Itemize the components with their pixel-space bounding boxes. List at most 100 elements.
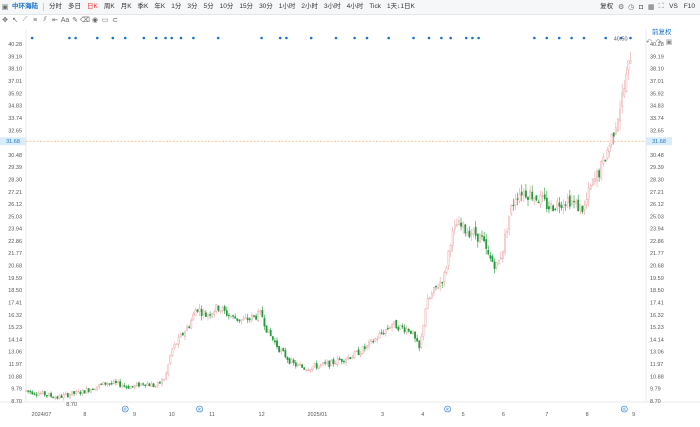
event-dot[interactable] — [629, 36, 632, 40]
period-tab[interactable]: 4小时 — [346, 3, 364, 10]
event-dot[interactable] — [285, 36, 288, 40]
candle-body — [497, 260, 500, 265]
redo-icon[interactable]: ↷ — [655, 39, 662, 46]
horizontal-line-icon[interactable]: ≡ — [32, 16, 38, 24]
adjust-button[interactable]: 复权 — [600, 3, 614, 10]
gear-icon[interactable]: ⚙ — [617, 4, 625, 11]
f10-button[interactable]: F10 — [683, 3, 695, 10]
event-dot[interactable] — [309, 36, 313, 40]
candle-body — [288, 358, 291, 364]
period-tab[interactable]: 1小时 — [278, 3, 296, 10]
event-dot[interactable] — [154, 36, 158, 40]
event-dot[interactable] — [387, 36, 391, 40]
candle-body — [407, 329, 410, 332]
event-dot[interactable] — [477, 36, 480, 40]
lock-icon[interactable]: ▭ — [101, 17, 109, 24]
period-tab[interactable]: 多日 — [68, 3, 81, 10]
cursor-icon[interactable]: ↖ — [12, 17, 18, 24]
vs-button[interactable]: VS — [669, 3, 678, 10]
event-dot[interactable] — [179, 36, 183, 40]
event-dot[interactable] — [619, 36, 623, 40]
event-dot[interactable] — [353, 36, 356, 40]
brush-icon[interactable]: ✎ — [72, 17, 78, 24]
event-dot[interactable] — [440, 36, 443, 40]
event-dot[interactable] — [142, 36, 146, 40]
event-dot[interactable] — [557, 36, 561, 40]
text-icon[interactable]: Aa — [60, 16, 70, 24]
y-tick-label-right: 9.79 — [650, 387, 661, 393]
candle-body — [320, 364, 322, 366]
period-tab[interactable]: 2小时 — [301, 3, 319, 10]
event-dot[interactable] — [216, 36, 220, 40]
event-marker[interactable] — [121, 405, 129, 413]
period-tab[interactable]: 1天↓1日K — [386, 3, 415, 10]
sidebar-toggle-icon[interactable]: ▣ — [1, 4, 9, 11]
candle-body — [219, 310, 222, 312]
candle-body — [470, 233, 473, 236]
magnet-icon[interactable]: ⊂ — [112, 17, 118, 24]
period-tab[interactable]: 日K — [87, 3, 98, 10]
stock-name[interactable]: 中环海陆 — [12, 3, 38, 10]
event-dot[interactable] — [365, 36, 369, 40]
event-dot[interactable] — [68, 36, 71, 40]
event-dot[interactable] — [533, 36, 536, 40]
event-dot[interactable] — [334, 36, 338, 40]
event-dot[interactable] — [427, 36, 431, 40]
delete-icon[interactable]: ⌫ — [80, 17, 90, 24]
candle-body — [150, 383, 153, 387]
event-dot[interactable] — [123, 36, 127, 40]
event-dot[interactable] — [74, 36, 77, 40]
period-tab[interactable]: Tick — [369, 3, 381, 10]
y-tick-label-right: 30.48 — [650, 153, 664, 159]
period-tab[interactable]: 3分 — [187, 3, 198, 10]
event-dot[interactable] — [582, 36, 586, 40]
event-marker[interactable] — [620, 405, 628, 413]
event-marker[interactable] — [444, 405, 451, 413]
period-tab[interactable]: 1分 — [171, 3, 182, 10]
clock-icon[interactable]: ◷ — [628, 4, 635, 11]
trend-line-icon[interactable]: ⟋ — [22, 16, 28, 23]
event-dot[interactable] — [192, 36, 195, 40]
parallel-icon[interactable]: ⫽ — [43, 16, 47, 23]
event-dot[interactable] — [464, 36, 468, 40]
crosshair-icon[interactable]: ✥ — [2, 17, 8, 24]
event-dot[interactable] — [111, 36, 115, 40]
event-dot[interactable] — [449, 36, 453, 40]
event-dot[interactable] — [570, 36, 573, 40]
event-dot[interactable] — [471, 36, 474, 40]
candle-body — [558, 202, 561, 207]
event-dot[interactable] — [412, 36, 415, 40]
collapse-icon[interactable]: ▣ — [665, 39, 673, 46]
period-tab[interactable]: 5分 — [203, 3, 214, 10]
camera-icon[interactable]: ◘ — [639, 3, 644, 11]
event-dot[interactable] — [96, 36, 99, 40]
candle-body — [204, 312, 207, 317]
period-tab[interactable]: 月K — [120, 3, 132, 10]
period-tab[interactable]: 年K — [154, 3, 166, 10]
undo-icon[interactable]: ↶ — [646, 39, 652, 46]
fuquan-label[interactable]: 前复权 — [652, 29, 672, 36]
event-marker[interactable] — [196, 405, 203, 413]
event-dot[interactable] — [30, 36, 34, 40]
period-tab[interactable]: 30分 — [259, 3, 273, 10]
event-dot[interactable] — [278, 36, 282, 40]
period-tab[interactable]: 分时 — [49, 3, 62, 10]
period-tab[interactable]: 15分 — [239, 3, 254, 10]
event-dot[interactable] — [260, 36, 263, 40]
candle-body — [522, 190, 525, 196]
ruler-icon[interactable]: ⇤ — [52, 17, 58, 24]
period-tab[interactable]: 10分 — [219, 3, 234, 10]
fullscreen-icon[interactable]: ⛶ — [658, 3, 664, 10]
event-dot[interactable] — [545, 36, 549, 40]
period-tab[interactable]: 3小时 — [324, 3, 341, 10]
event-dot[interactable] — [604, 36, 607, 40]
period-tab[interactable]: 季K — [137, 3, 149, 10]
event-dot[interactable] — [170, 36, 173, 40]
period-tab[interactable]: 周K — [103, 3, 115, 10]
candle-body — [223, 306, 226, 311]
event-dot[interactable] — [164, 36, 167, 40]
eye-icon[interactable]: ◉ — [91, 17, 99, 24]
candle-body — [129, 386, 132, 390]
layout-icon[interactable]: ▦ — [647, 4, 655, 11]
